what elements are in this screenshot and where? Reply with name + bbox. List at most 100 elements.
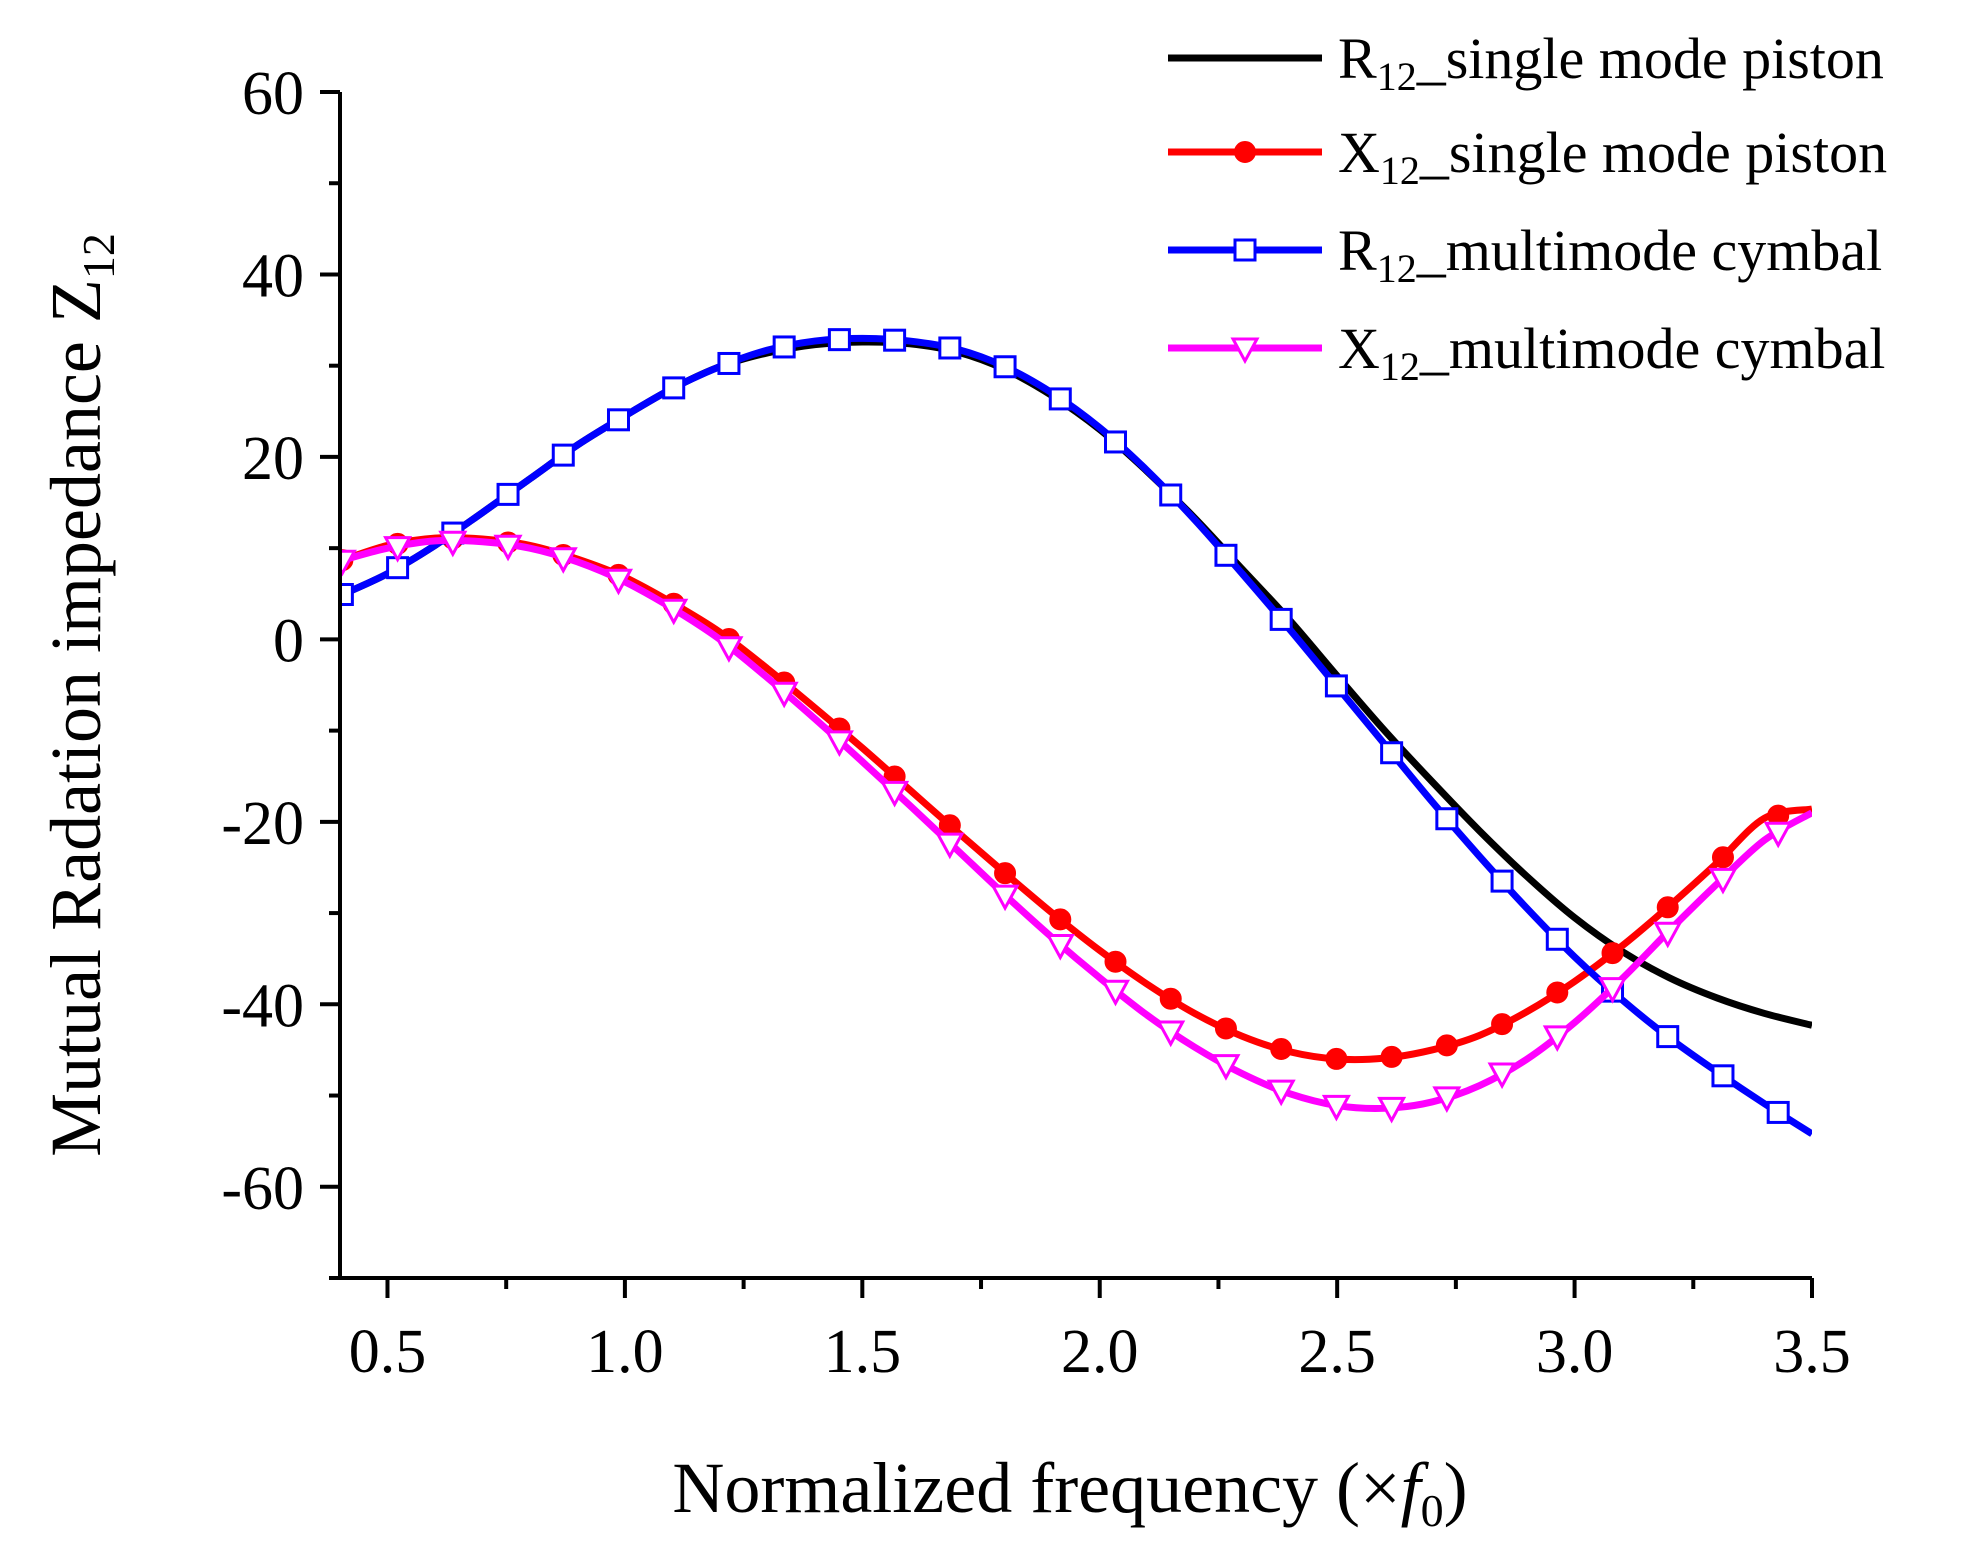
y-axis-title-main: Mutual Radation impedance Z	[36, 279, 116, 1157]
axes: 60 40 20 0 -20 -40 -60 0.5 1.0 1.5 2.0 2.5 3.0 3.5 Nor…	[36, 60, 1851, 1536]
data-point-r12-multimode-cymbal	[883, 328, 907, 352]
x-tick-label: 3.5	[1773, 1318, 1851, 1386]
legend-label: X12_single mode piston	[1338, 120, 1887, 193]
legend-label-main: X	[1338, 316, 1380, 381]
series-x12-multimode-cymbal	[340, 530, 1812, 1124]
data-point-r12-multimode-cymbal	[827, 328, 851, 352]
data-point-r12-multimode-cymbal	[1269, 607, 1293, 631]
data-point-x12-multimode-cymbal	[1653, 921, 1683, 949]
y-tick-label: -20	[221, 790, 304, 858]
data-point-x12-multimode-cymbal	[548, 547, 578, 574]
data-point-x12-single-mode-piston	[1104, 950, 1127, 973]
legend-label-rest: _multimode cymbal	[1416, 218, 1883, 283]
data-point-x12-single-mode-piston	[1656, 896, 1679, 919]
x-tick-label: 2.0	[1061, 1318, 1139, 1386]
data-point-x12-multimode-cymbal	[383, 536, 413, 563]
plot-series	[340, 328, 1812, 1137]
x-tick-label: 0.5	[349, 1318, 427, 1386]
legend-label-subscript: 12	[1380, 344, 1420, 389]
y-tick-label: 60	[242, 60, 304, 128]
data-point-r12-multimode-cymbal	[1711, 1064, 1735, 1088]
data-point-r12-multimode-cymbal	[772, 335, 796, 359]
data-point-r12-multimode-cymbal	[496, 482, 520, 506]
data-point-x12-multimode-cymbal	[880, 780, 910, 808]
data-point-x12-multimode-cymbal	[769, 681, 799, 709]
data-point-x12-single-mode-piston	[1234, 141, 1256, 163]
legend-label: X12_multimode cymbal	[1338, 316, 1885, 389]
data-point-x12-single-mode-piston	[1435, 1034, 1458, 1057]
data-point-x12-multimode-cymbal	[1100, 979, 1131, 1007]
data-point-r12-multimode-cymbal	[1766, 1100, 1790, 1124]
x-tick-label: 1.5	[824, 1318, 902, 1386]
data-point-x12-single-mode-piston	[1159, 987, 1182, 1010]
data-point-x12-single-mode-piston	[1325, 1047, 1348, 1070]
data-point-r12-multimode-cymbal	[1233, 238, 1257, 262]
series-line-x12-single-mode-piston	[340, 534, 1812, 1064]
legend-entry-x12-single-mode-piston: X12_single mode piston	[1168, 120, 1887, 193]
legend-label: R12_single mode piston	[1338, 26, 1884, 99]
data-point-x12-single-mode-piston	[1546, 981, 1569, 1004]
data-point-x12-multimode-cymbal	[493, 534, 523, 562]
legend-label-rest: _multimode cymbal	[1419, 316, 1886, 381]
series-x12-single-mode-piston	[340, 527, 1812, 1070]
data-point-x12-single-mode-piston	[1049, 908, 1072, 931]
y-tick-label: -40	[221, 972, 304, 1040]
legend-label-rest: _single mode piston	[1416, 26, 1884, 91]
data-point-x12-single-mode-piston	[1380, 1045, 1403, 1068]
y-axis-title-subscript: 12	[73, 233, 124, 279]
series-clip-group	[340, 328, 1812, 1137]
data-point-r12-multimode-cymbal	[1048, 387, 1072, 411]
data-point-r12-multimode-cymbal	[993, 355, 1017, 379]
data-point-x12-multimode-cymbal	[1432, 1086, 1462, 1113]
x-axis-title-subscript: 0	[1421, 1485, 1444, 1536]
data-point-x12-multimode-cymbal	[1377, 1096, 1407, 1124]
data-point-r12-multimode-cymbal	[340, 582, 354, 606]
data-point-x12-multimode-cymbal	[1266, 1079, 1296, 1107]
data-point-x12-multimode-cymbal	[438, 530, 468, 558]
data-point-x12-multimode-cymbal	[1763, 821, 1793, 849]
data-point-x12-multimode-cymbal	[824, 730, 854, 758]
data-point-r12-multimode-cymbal	[1214, 543, 1238, 567]
data-point-x12-multimode-cymbal	[1708, 867, 1738, 895]
series-r12-multimode-cymbal	[340, 328, 1812, 1137]
data-point-x12-multimode-cymbal	[1597, 977, 1628, 1004]
x-axis-title-main: Normalized frequency (×	[672, 1448, 1400, 1528]
data-point-r12-multimode-cymbal	[1380, 741, 1404, 765]
data-point-x12-multimode-cymbal	[1230, 337, 1260, 365]
y-tick-label: 0	[273, 607, 304, 675]
data-point-x12-multimode-cymbal	[1156, 1020, 1186, 1048]
legend-label-rest: _single mode piston	[1419, 120, 1887, 185]
data-point-r12-multimode-cymbal	[1159, 483, 1183, 507]
data-point-x12-single-mode-piston	[1711, 846, 1734, 869]
data-point-r12-multimode-cymbal	[606, 408, 630, 432]
legend-label-subscript: 12	[1380, 148, 1420, 193]
data-point-r12-multimode-cymbal	[1490, 869, 1514, 893]
data-point-r12-multimode-cymbal	[717, 351, 741, 375]
data-point-r12-multimode-cymbal	[1104, 430, 1128, 454]
legend-label-main: R	[1338, 26, 1377, 91]
data-point-r12-multimode-cymbal	[1656, 1025, 1680, 1049]
data-point-x12-single-mode-piston	[1491, 1013, 1514, 1036]
y-tick-label: 40	[242, 242, 304, 310]
legend-label-main: X	[1338, 120, 1380, 185]
data-point-x12-multimode-cymbal	[714, 636, 744, 663]
data-point-x12-single-mode-piston	[1270, 1037, 1293, 1060]
legend-label: R12_multimode cymbal	[1338, 218, 1882, 291]
data-point-x12-multimode-cymbal	[1211, 1054, 1241, 1081]
y-tick-label: -60	[221, 1155, 304, 1223]
data-point-x12-multimode-cymbal	[340, 549, 357, 577]
data-point-x12-single-mode-piston	[1214, 1017, 1237, 1040]
legend-label-main: R	[1338, 218, 1377, 283]
legend-label-subscript: 12	[1377, 246, 1417, 291]
data-point-x12-single-mode-piston	[994, 862, 1017, 885]
y-tick-label: 20	[242, 425, 304, 493]
data-point-x12-multimode-cymbal	[990, 884, 1020, 912]
legend-entry-r12-single-mode-piston: R12_single mode piston	[1168, 26, 1884, 99]
x-tick-label: 1.0	[586, 1318, 664, 1386]
data-point-x12-multimode-cymbal	[659, 598, 689, 626]
legend-label-subscript: 12	[1377, 54, 1417, 99]
data-point-r12-multimode-cymbal	[551, 443, 575, 467]
legend-entry-x12-multimode-cymbal: X12_multimode cymbal	[1168, 316, 1885, 389]
